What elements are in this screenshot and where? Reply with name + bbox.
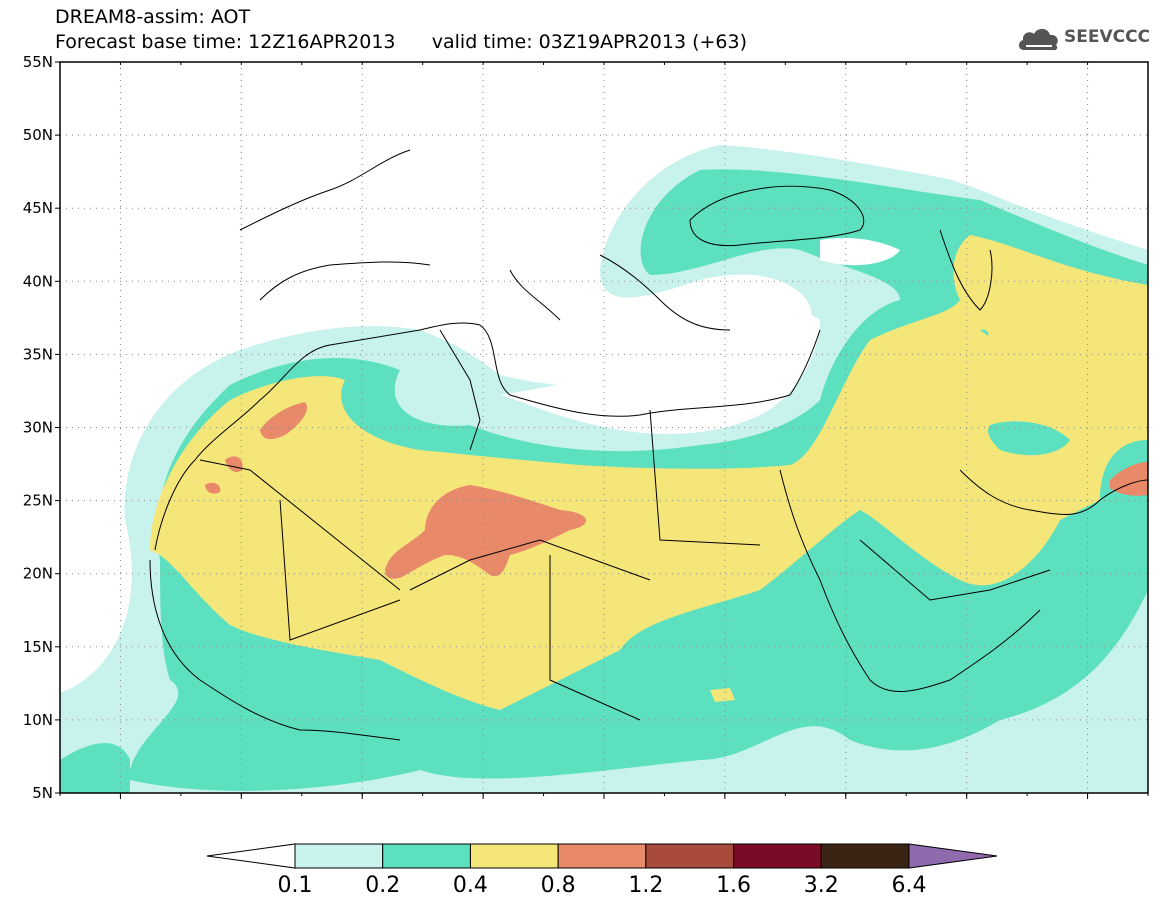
lat-label-45N: 45N bbox=[23, 199, 53, 217]
clean-air-area bbox=[60, 62, 1148, 435]
aot-band-0.4 bbox=[150, 235, 1148, 710]
lat-label-50N: 50N bbox=[23, 126, 53, 144]
lat-label-15N: 15N bbox=[23, 638, 53, 656]
aot-band-0.8 bbox=[205, 402, 1148, 579]
map-gridlines bbox=[60, 62, 1148, 793]
legend-swatch-above-max bbox=[908, 843, 998, 869]
lat-label-25N: 25N bbox=[23, 492, 53, 510]
cloud-icon bbox=[1018, 28, 1058, 51]
legend-swatch-below-min bbox=[206, 843, 296, 869]
coastlines bbox=[149, 149, 1148, 741]
legend-label-1.2: 1.2 bbox=[628, 873, 663, 898]
legend-label-1.6: 1.6 bbox=[716, 873, 751, 898]
legend-swatch-0.8 bbox=[557, 843, 647, 869]
legend-swatch-0.1 bbox=[294, 843, 384, 869]
lat-label-35N: 35N bbox=[23, 345, 53, 363]
lat-label-30N: 30N bbox=[23, 419, 53, 437]
legend-label-6.4: 6.4 bbox=[892, 873, 927, 898]
lat-label-10N: 10N bbox=[23, 711, 53, 729]
legend-swatch-0.4 bbox=[469, 843, 559, 869]
legend-label-0.1: 0.1 bbox=[278, 873, 313, 898]
legend-label-0.2: 0.2 bbox=[365, 873, 400, 898]
lat-label-55N: 55N bbox=[23, 53, 53, 71]
legend-swatch-1.6 bbox=[733, 843, 822, 869]
seevccc-logo: SEEVCCC bbox=[1016, 24, 1152, 54]
map-subtitle: Forecast base time: 12Z16APR2013 valid t… bbox=[55, 31, 748, 53]
legend-swatch-1.2 bbox=[645, 843, 735, 869]
legend-label-0.8: 0.8 bbox=[541, 873, 576, 898]
logo-text: SEEVCCC bbox=[1064, 27, 1151, 47]
legend-label-3.2: 3.2 bbox=[804, 873, 839, 898]
map-title: DREAM8-assim: AOT bbox=[55, 6, 251, 28]
legend-swatch-0.2 bbox=[382, 843, 471, 869]
color-legend: 0.1 0.2 0.4 0.8 1.2 1.6 3.2 6.4 bbox=[206, 843, 998, 898]
aot-band-0.2-patch bbox=[980, 329, 1070, 456]
lat-label-20N: 20N bbox=[23, 565, 53, 583]
legend-swatch-3.2 bbox=[820, 843, 910, 869]
axis-ticks bbox=[55, 61, 1149, 799]
lat-label-5N: 5N bbox=[32, 784, 53, 800]
latitude-labels: 55N 50N 45N 40N 35N 30N 25N 20N 15N 10N 5N bbox=[23, 53, 53, 800]
legend-label-0.4: 0.4 bbox=[453, 873, 488, 898]
lat-label-40N: 40N bbox=[23, 272, 53, 290]
